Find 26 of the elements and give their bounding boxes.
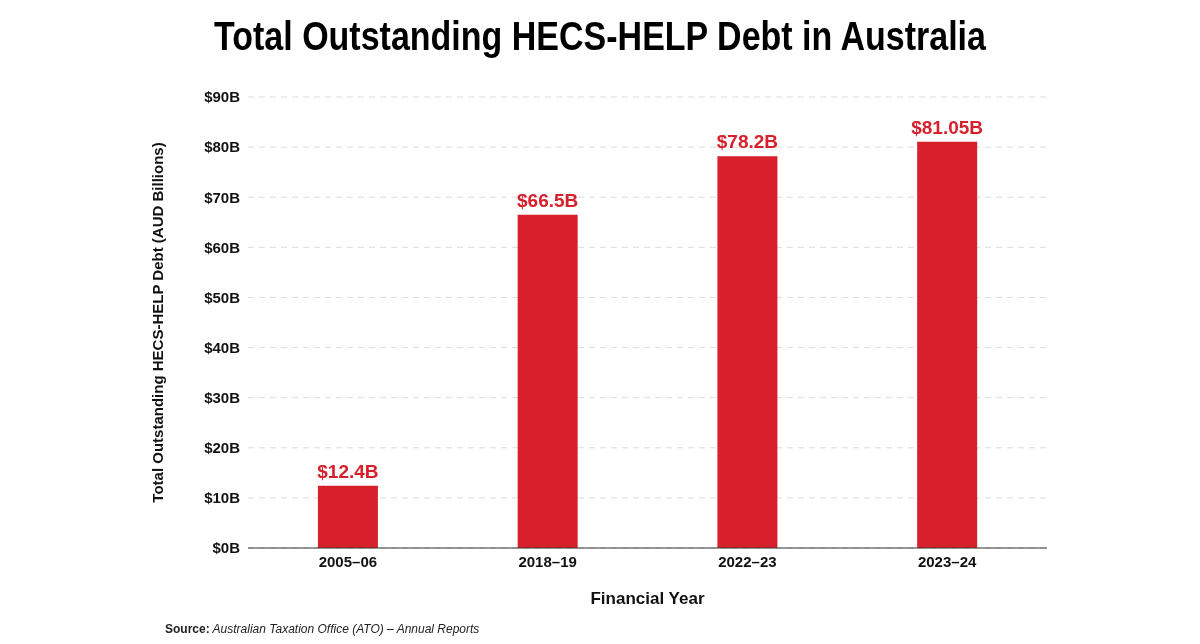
bar xyxy=(917,141,978,548)
source-note: Source: Australian Taxation Office (ATO) – Annual Reports xyxy=(165,622,480,636)
x-axis-title: Financial Year xyxy=(590,589,705,608)
y-tick-label: $10B xyxy=(204,489,241,507)
y-tick-label: $40B xyxy=(204,338,241,356)
y-axis-title: Total Outstanding HECS-HELP Debt (AUD Billions) xyxy=(149,142,167,503)
y-tick-label: $80B xyxy=(204,138,241,156)
y-tick-label: $20B xyxy=(204,439,241,457)
x-tick-label: 2022–23 xyxy=(718,552,777,570)
chart-title: Total Outstanding HECS-HELP Debt in Australia xyxy=(213,14,987,59)
bar xyxy=(317,485,378,548)
y-tick-label: $30B xyxy=(204,388,241,406)
data-label: $66.5B xyxy=(517,189,579,211)
y-tick-label: $90B xyxy=(204,88,241,106)
data-label: $12.4B xyxy=(317,460,379,482)
y-tick-label: $70B xyxy=(204,188,241,206)
x-tick-label: 2005–06 xyxy=(318,552,378,570)
x-tick-label: 2018–19 xyxy=(518,552,577,570)
data-label: $78.2B xyxy=(716,131,779,153)
x-tick-label: 2023–24 xyxy=(917,552,977,570)
bar xyxy=(517,214,578,548)
y-tick-label: $0B xyxy=(212,539,241,557)
y-tick-label: $50B xyxy=(204,288,241,306)
y-tick-label: $60B xyxy=(204,238,241,256)
data-label: $81.05B xyxy=(911,116,984,138)
bar xyxy=(717,156,778,548)
